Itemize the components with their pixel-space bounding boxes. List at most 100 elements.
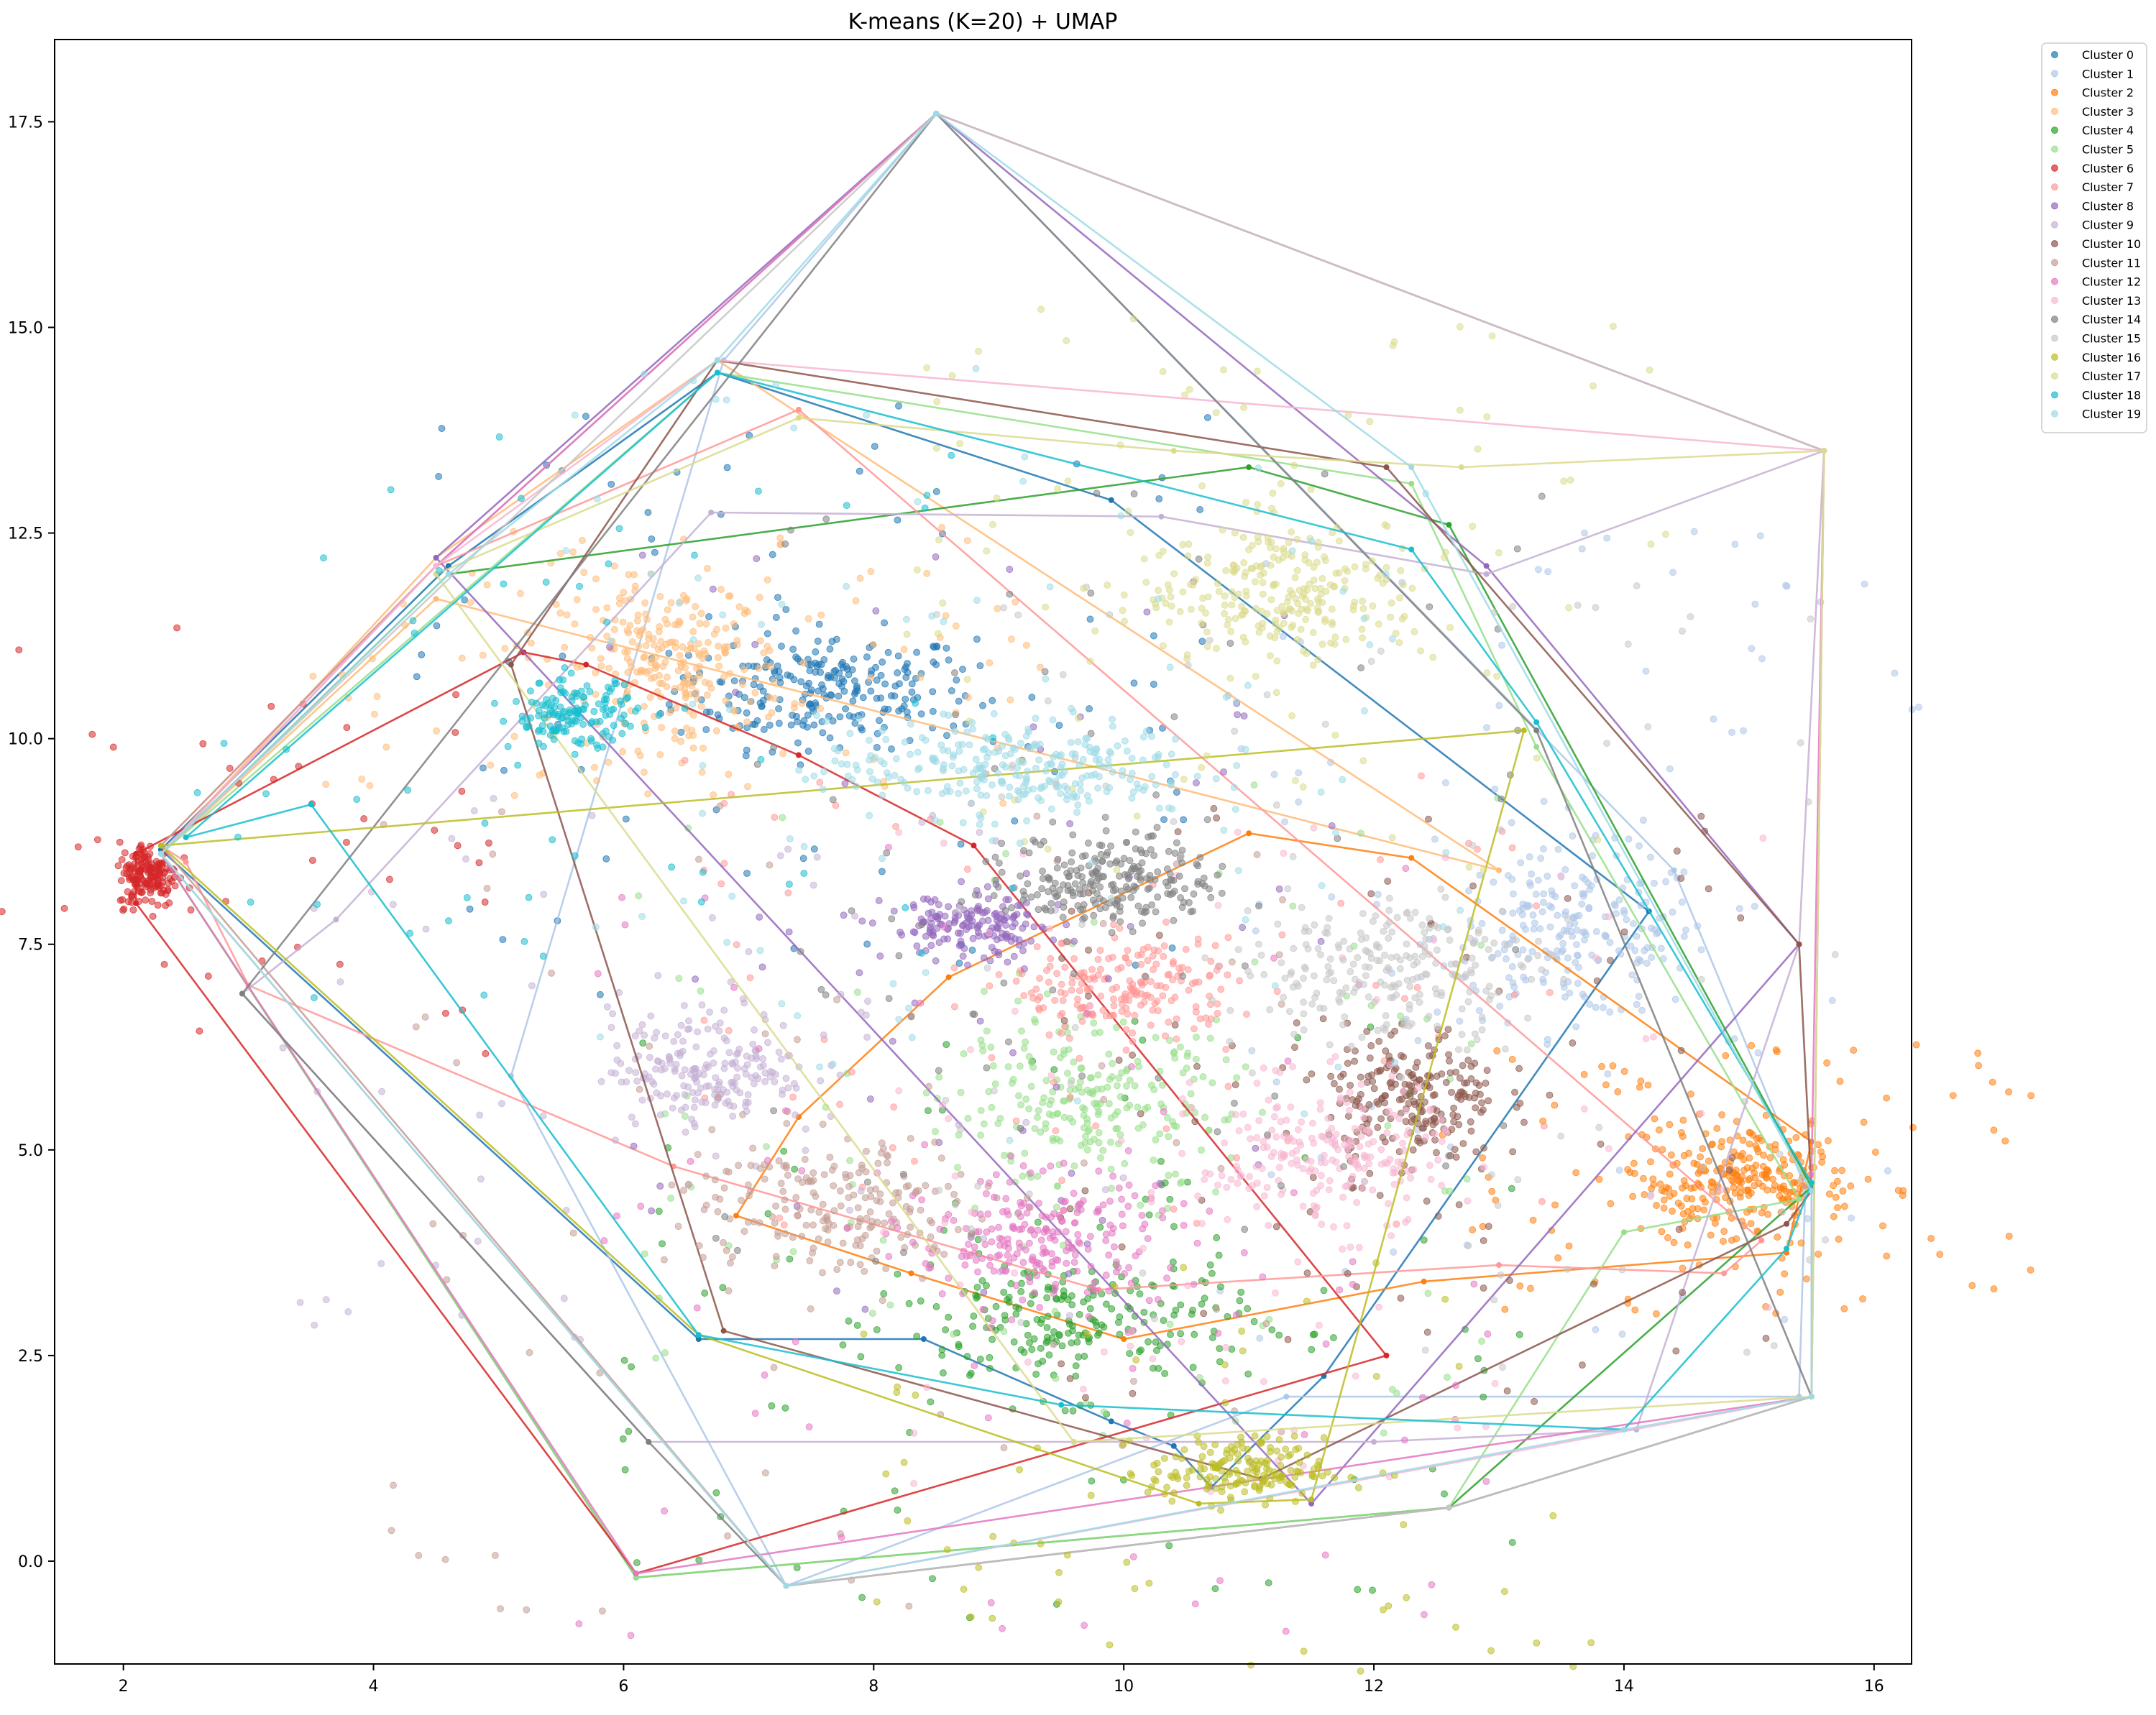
data-point: [717, 880, 725, 888]
data-point: [942, 612, 950, 620]
data-point: [957, 1126, 964, 1134]
data-point: [1086, 1001, 1093, 1009]
data-point: [1272, 1078, 1280, 1086]
data-point: [661, 1349, 669, 1356]
data-point: [1053, 1110, 1061, 1118]
hull-vertex: [1483, 571, 1490, 577]
data-point: [575, 1620, 583, 1628]
data-point: [756, 637, 764, 645]
data-point: [771, 1262, 779, 1269]
data-point: [1287, 1103, 1295, 1111]
data-point: [1475, 1082, 1483, 1089]
data-point: [1284, 1335, 1292, 1343]
data-point: [1355, 1243, 1363, 1251]
data-point: [1344, 1182, 1351, 1190]
data-point: [1244, 1370, 1252, 1378]
data-point: [991, 911, 999, 919]
data-point: [1014, 997, 1022, 1005]
data-point: [1586, 1001, 1593, 1008]
data-point: [1046, 925, 1054, 932]
data-point: [1211, 1585, 1219, 1593]
data-point: [697, 702, 705, 710]
data-point: [779, 1021, 787, 1029]
data-point: [1030, 1335, 1038, 1343]
data-point: [1020, 992, 1028, 1000]
data-point: [657, 638, 665, 645]
data-point: [932, 487, 940, 495]
data-point: [1085, 1312, 1093, 1320]
data-point: [1331, 1053, 1339, 1061]
data-point: [1280, 993, 1288, 1001]
data-point: [645, 635, 653, 643]
data-point: [1411, 909, 1419, 916]
data-point: [866, 674, 874, 682]
data-point: [1433, 1008, 1441, 1016]
data-point: [1061, 963, 1069, 971]
data-point: [979, 1305, 987, 1313]
data-point: [1497, 826, 1504, 834]
data-point: [1068, 1301, 1076, 1309]
data-point: [1298, 1118, 1306, 1126]
data-point: [776, 679, 784, 686]
data-point: [744, 783, 751, 791]
data-point: [726, 592, 734, 600]
data-point: [1463, 1079, 1471, 1087]
data-point: [1008, 635, 1015, 643]
data-point: [1751, 1182, 1758, 1190]
data-point: [927, 942, 935, 950]
data-point: [1389, 1169, 1397, 1177]
data-point: [1328, 1125, 1336, 1132]
data-point: [714, 1208, 722, 1215]
data-point: [746, 974, 754, 982]
data-point: [942, 1096, 950, 1104]
data-point: [1050, 937, 1058, 944]
data-point: [1272, 1289, 1279, 1297]
data-point: [1578, 900, 1586, 908]
data-point: [1770, 1342, 1778, 1350]
data-point: [1017, 1346, 1025, 1353]
data-point: [995, 1223, 1002, 1231]
data-point: [461, 596, 469, 604]
data-point: [1327, 1072, 1335, 1080]
data-point: [873, 1326, 881, 1333]
data-point: [1000, 1289, 1008, 1296]
data-point: [1058, 1177, 1066, 1185]
data-point: [1063, 1247, 1070, 1255]
data-point: [1037, 1344, 1045, 1352]
data-point: [1232, 1311, 1240, 1319]
data-point: [1393, 1220, 1400, 1228]
data-point: [990, 1267, 998, 1275]
data-point: [1258, 1164, 1266, 1172]
data-point: [1484, 1330, 1492, 1338]
data-point: [1573, 941, 1580, 949]
data-point: [1257, 951, 1265, 959]
data-point: [694, 1089, 702, 1097]
data-point: [1014, 611, 1022, 619]
data-point: [976, 662, 984, 670]
data-point: [592, 575, 600, 583]
data-point: [1145, 1297, 1153, 1305]
data-point: [644, 509, 652, 516]
data-point: [1226, 1038, 1234, 1045]
data-point: [1095, 1329, 1103, 1337]
data-point: [1020, 1044, 1028, 1052]
data-point: [603, 1003, 611, 1011]
data-point: [881, 1219, 889, 1227]
data-point: [650, 1080, 658, 1088]
hull-vertex: [583, 661, 590, 668]
data-point: [1508, 844, 1516, 852]
data-point: [1390, 1111, 1398, 1119]
data-point: [1387, 1232, 1395, 1240]
data-point: [1575, 964, 1582, 971]
data-point: [952, 711, 959, 719]
data-point: [961, 1261, 969, 1269]
data-point: [358, 775, 366, 783]
data-point: [1047, 907, 1055, 915]
data-point: [756, 699, 764, 707]
data-point: [1636, 957, 1644, 965]
data-point: [1528, 975, 1536, 983]
data-point: [1731, 541, 1739, 548]
data-point: [1779, 1156, 1787, 1164]
data-point: [822, 515, 830, 523]
data-point: [1469, 1226, 1477, 1233]
